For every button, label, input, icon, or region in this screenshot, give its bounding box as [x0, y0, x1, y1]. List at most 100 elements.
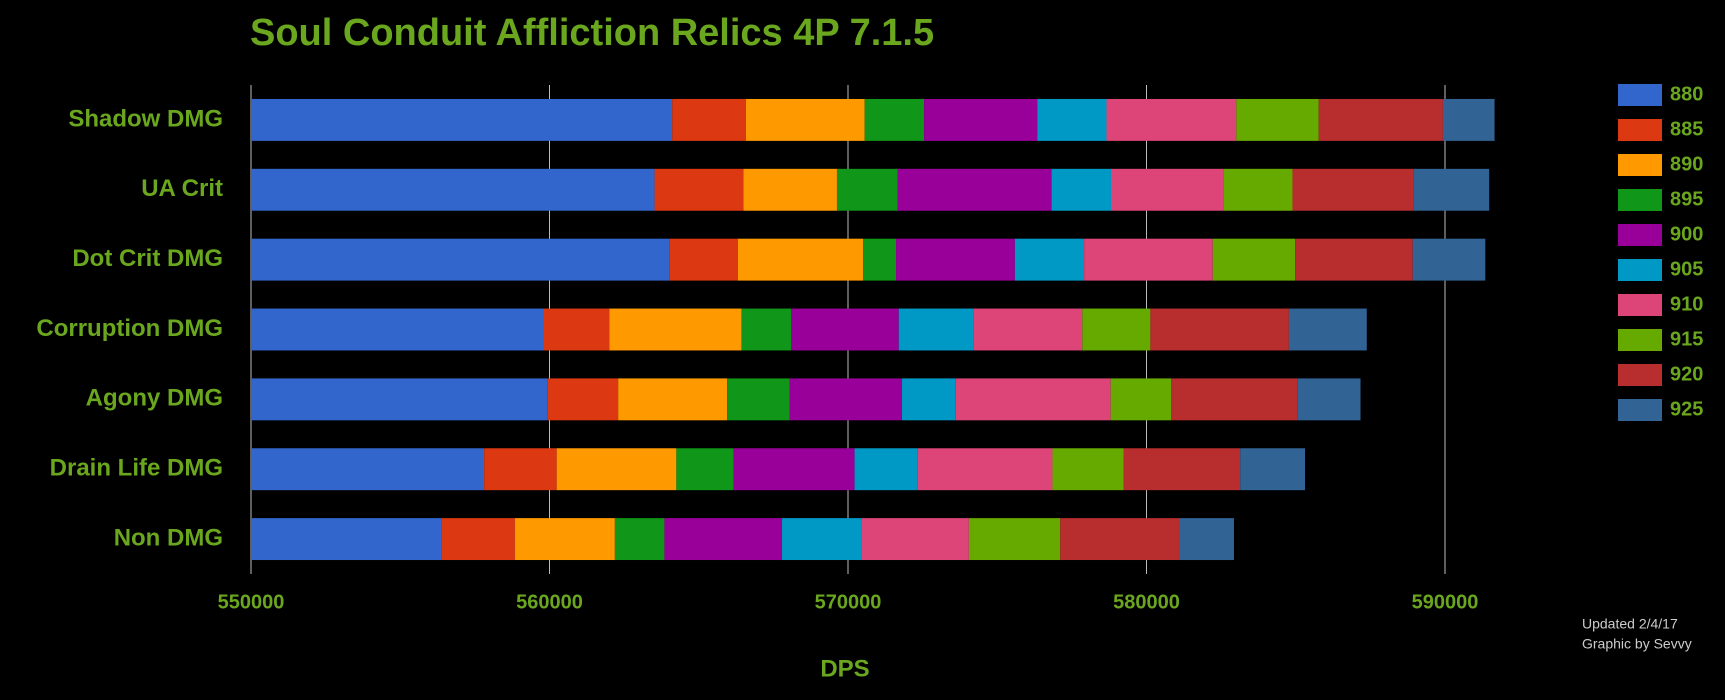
bar-segment: [654, 168, 744, 211]
bar-segment: [898, 308, 974, 351]
bar-segment: [1240, 448, 1306, 491]
bar-segment: [1150, 308, 1289, 351]
legend-label: 880: [1670, 83, 1703, 105]
bar-segment: [1014, 238, 1085, 281]
legend-label: 920: [1670, 363, 1703, 385]
legend-swatch: [1618, 119, 1662, 141]
bar-segment: [741, 308, 791, 351]
y-tick-label: Shadow DMG: [68, 105, 223, 132]
legend-label: 905: [1670, 258, 1703, 280]
legend-swatch: [1618, 154, 1662, 176]
bar-segment: [251, 518, 442, 561]
bar-segment: [1413, 168, 1490, 211]
bar-segment: [1288, 308, 1367, 351]
legend-label: 895: [1670, 188, 1703, 210]
legend-swatch: [1618, 364, 1662, 386]
bar-segment: [1223, 168, 1293, 211]
bar-segment: [1179, 518, 1234, 561]
legend-swatch: [1618, 84, 1662, 106]
bar-segment: [251, 168, 655, 211]
bar-segment: [251, 98, 673, 141]
x-tick-label: 590000: [1412, 591, 1479, 613]
bar-segment: [609, 308, 742, 351]
bar-segment: [618, 378, 728, 421]
bar-segment: [1110, 378, 1172, 421]
legend-swatch: [1618, 294, 1662, 316]
bar-segment: [1212, 238, 1296, 281]
legend-label: 915: [1670, 328, 1703, 350]
y-tick-label: Corruption DMG: [36, 315, 223, 342]
footnote: Updated 2/4/17: [1582, 616, 1678, 632]
bar-segment: [484, 448, 557, 491]
bar-segment: [1110, 168, 1224, 211]
bar-segment: [251, 238, 670, 281]
bar-segment: [854, 448, 918, 491]
legend-label: 890: [1670, 153, 1703, 175]
footnote: Graphic by Sevvy: [1582, 636, 1692, 652]
y-tick-label: Non DMG: [114, 524, 223, 551]
bar-segment: [863, 238, 897, 281]
bar-segment: [1037, 98, 1107, 141]
bar-segment: [896, 238, 1015, 281]
bar-segment: [664, 518, 783, 561]
bar-segment: [861, 518, 969, 561]
bar-segment: [672, 98, 746, 141]
bar-segment: [955, 378, 1111, 421]
bar-segment: [1060, 518, 1180, 561]
bar-segment: [790, 308, 899, 351]
bar-segment: [614, 518, 665, 561]
bar-segment: [1292, 168, 1414, 211]
bar-segment: [676, 448, 734, 491]
bar-segment: [1106, 98, 1237, 141]
legend-swatch: [1618, 259, 1662, 281]
bar-segment: [743, 168, 837, 211]
bar-segment: [917, 448, 1053, 491]
bar-segment: [1297, 378, 1361, 421]
bar-segment: [251, 448, 485, 491]
bar-segment: [669, 238, 738, 281]
bar-segment: [733, 448, 855, 491]
legend-label: 910: [1670, 293, 1703, 315]
bar-segment: [968, 518, 1061, 561]
legend-label: 925: [1670, 398, 1703, 420]
legend-swatch: [1618, 224, 1662, 246]
bar-segment: [897, 168, 1052, 211]
bar-segment: [1412, 238, 1486, 281]
legend-swatch: [1618, 329, 1662, 351]
bar-segment: [1442, 98, 1495, 141]
legend-swatch: [1618, 399, 1662, 421]
bar-segment: [1084, 238, 1213, 281]
bar-segment: [973, 308, 1083, 351]
bar-segment: [251, 308, 544, 351]
bar-segment: [543, 308, 610, 351]
bar-segment: [1318, 98, 1443, 141]
bar-segment: [1082, 308, 1151, 351]
legend-label: 885: [1670, 118, 1703, 140]
legend-label: 900: [1670, 223, 1703, 245]
bar-segment: [251, 378, 548, 421]
bar-segment: [902, 378, 956, 421]
x-tick-label: 580000: [1113, 591, 1180, 613]
bar-segment: [745, 98, 865, 141]
bar-segment: [864, 98, 925, 141]
bar-segment: [1295, 238, 1413, 281]
bar-segment: [1236, 98, 1319, 141]
y-tick-label: Drain Life DMG: [50, 455, 223, 482]
bar-segment: [1123, 448, 1241, 491]
bar-segment: [547, 378, 619, 421]
bar-segment: [1052, 448, 1124, 491]
y-tick-label: UA Crit: [141, 175, 223, 202]
bar-segment: [727, 378, 790, 421]
x-tick-label: 570000: [815, 591, 882, 613]
bar-segment: [441, 518, 515, 561]
bar-segment: [556, 448, 677, 491]
bar-segment: [514, 518, 615, 561]
y-tick-label: Agony DMG: [86, 385, 223, 412]
bar-segment: [924, 98, 1038, 141]
x-tick-label: 560000: [516, 591, 583, 613]
bar-segment: [782, 518, 862, 561]
chart-title: Soul Conduit Affliction Relics 4P 7.1.5: [250, 12, 934, 54]
x-tick-label: 550000: [218, 591, 285, 613]
bar-segment: [1051, 168, 1111, 211]
